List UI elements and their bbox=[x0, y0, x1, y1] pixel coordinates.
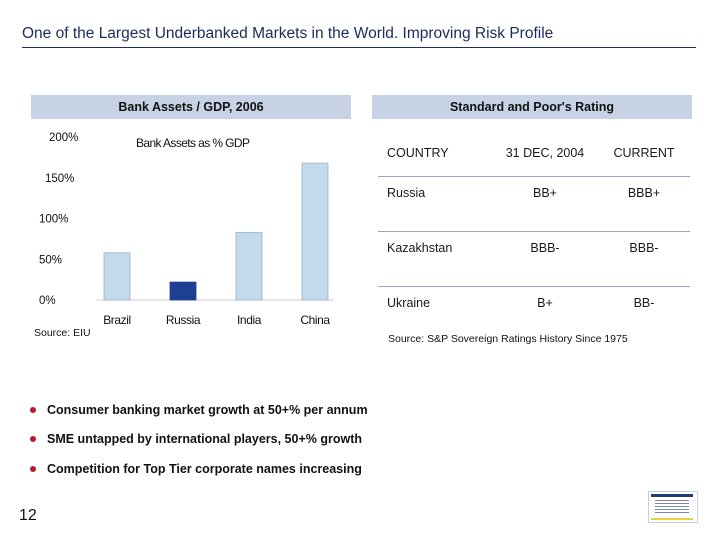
x-tick-label: Russia bbox=[166, 313, 201, 327]
cell-rating-2004: BB+ bbox=[492, 176, 598, 232]
table-row: Kazakhstan BBB- BBB- bbox=[378, 231, 690, 287]
title-divider bbox=[22, 47, 696, 48]
slide-title: One of the Largest Underbanked Markets i… bbox=[22, 25, 554, 42]
bar-india bbox=[235, 231, 263, 301]
y-tick-label: 50% bbox=[39, 254, 62, 266]
bullet-text: Competition for Top Tier corporate names… bbox=[47, 461, 362, 476]
bullet-item: Consumer banking market growth at 50+% p… bbox=[30, 395, 368, 425]
right-panel-heading: Standard and Poor's Rating bbox=[372, 95, 692, 119]
bank-assets-chart-svg: Bank Assets as % GDP 0% 50% 100% 150% 200% Bra… bbox=[39, 132, 334, 327]
column-header-country: COUNTRY bbox=[378, 130, 492, 177]
cell-country: Ukraine bbox=[387, 296, 431, 310]
column-header-2004: 31 DEC, 2004 bbox=[492, 130, 598, 177]
bullet-dot-icon bbox=[30, 436, 36, 443]
bar-russia bbox=[169, 281, 197, 301]
thumbnail-line bbox=[655, 512, 689, 513]
thumbnail-logo bbox=[648, 491, 698, 523]
table-header-row: COUNTRY 31 DEC, 2004 CURRENT bbox=[378, 130, 690, 177]
x-tick-label: China bbox=[300, 313, 330, 327]
thumbnail-line bbox=[655, 500, 689, 501]
cell-rating-current: BBB+ bbox=[598, 176, 690, 232]
bullet-dot-icon bbox=[30, 465, 36, 472]
thumbnail-header-bar bbox=[651, 494, 693, 497]
thumbnail-line bbox=[655, 506, 689, 507]
sp-rating-table: COUNTRY 31 DEC, 2004 CURRENT Russia BB+ … bbox=[378, 130, 690, 341]
bullet-dot-icon bbox=[30, 406, 36, 413]
left-panel-heading: Bank Assets / GDP, 2006 bbox=[31, 95, 351, 119]
y-tick-label: 200% bbox=[49, 132, 78, 144]
y-tick-label: 100% bbox=[39, 214, 68, 226]
cell-rating-current: BBB- bbox=[598, 231, 690, 287]
bullet-item: SME untapped by international players, 5… bbox=[30, 425, 368, 455]
column-header-current: CURRENT bbox=[598, 130, 690, 177]
bullet-list: Consumer banking market growth at 50+% p… bbox=[30, 395, 368, 484]
page-number: 12 bbox=[19, 507, 37, 524]
bullet-item: Competition for Top Tier corporate names… bbox=[30, 454, 368, 484]
cell-country: Russia bbox=[378, 176, 492, 232]
bar-brazil bbox=[103, 252, 131, 301]
thumbnail-footer-bar bbox=[651, 518, 693, 520]
x-tick-label: India bbox=[237, 313, 262, 327]
cell-country: Kazakhstan bbox=[378, 231, 492, 287]
x-tick-label: Brazil bbox=[103, 313, 131, 327]
cell-rating-2004: B+ bbox=[537, 296, 553, 310]
thumbnail-line bbox=[655, 503, 689, 504]
chart-title: Bank Assets as % GDP bbox=[136, 136, 250, 150]
thumbnail-line bbox=[655, 509, 689, 510]
bank-assets-chart: Bank Assets as % GDP 0% 50% 100% 150% 200% Bra… bbox=[28, 123, 348, 333]
left-source-note: Source: EIU bbox=[34, 327, 91, 339]
bullet-text: SME untapped by international players, 5… bbox=[47, 432, 362, 447]
bar-china bbox=[301, 162, 329, 301]
cell-rating-2004: BBB- bbox=[492, 231, 598, 287]
right-source-note: Source: S&P Sovereign Ratings History Si… bbox=[388, 333, 628, 345]
table-row: Ukraine B+ BB- bbox=[378, 287, 690, 342]
y-tick-label: 150% bbox=[45, 173, 74, 185]
table-row: Russia BB+ BBB+ bbox=[378, 176, 690, 232]
bullet-text: Consumer banking market growth at 50+% p… bbox=[47, 402, 368, 417]
y-tick-label: 0% bbox=[39, 295, 56, 307]
cell-rating-current: BB- bbox=[633, 296, 655, 310]
